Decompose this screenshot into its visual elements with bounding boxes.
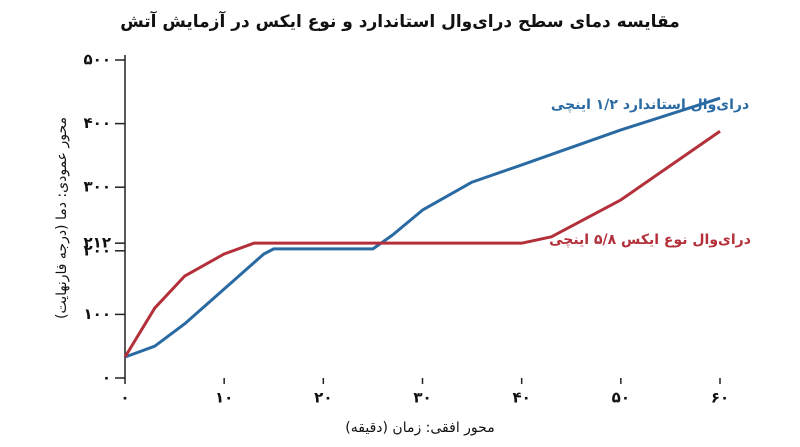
x-tick-label: ۰ xyxy=(120,389,129,407)
x-tick-label: ۲۰ xyxy=(314,389,332,407)
y-tick-label: ۳۰۰ xyxy=(84,178,111,196)
series-label: درای‌وال استاندارد ۱/۲ اینچی xyxy=(551,97,749,113)
series-line xyxy=(124,96,721,359)
x-tick-label: ۴۰ xyxy=(513,389,531,407)
x-tick-label: ۶۰ xyxy=(711,389,729,407)
x-tick-label: ۳۰ xyxy=(413,389,431,407)
y-tick-label: ۴۰۰ xyxy=(84,114,111,132)
x-axis-label: محور افقی: زمان (دقیقه) xyxy=(345,420,494,436)
y-axis-label: محور عمودی: دما (درجه فارنهایت) xyxy=(54,117,70,319)
y-tick-label: ۲۰۰ xyxy=(84,241,111,259)
series-label: درای‌وال نوع ایکس ۵/۸ اینچی xyxy=(549,232,751,248)
x-tick-label: ۱۰ xyxy=(215,389,233,407)
y-tick-label: ۰ xyxy=(102,369,111,387)
y-tick-label: ۵۰۰ xyxy=(84,51,111,69)
x-tick-label: ۵۰ xyxy=(612,389,630,407)
chart-title: مقایسه دمای سطح درای‌وال استاندارد و نوع… xyxy=(120,10,680,32)
y-tick-label: ۱۰۰ xyxy=(84,305,111,323)
y-tick-label: ۲۱۲ xyxy=(84,234,111,252)
series-line xyxy=(123,129,721,358)
